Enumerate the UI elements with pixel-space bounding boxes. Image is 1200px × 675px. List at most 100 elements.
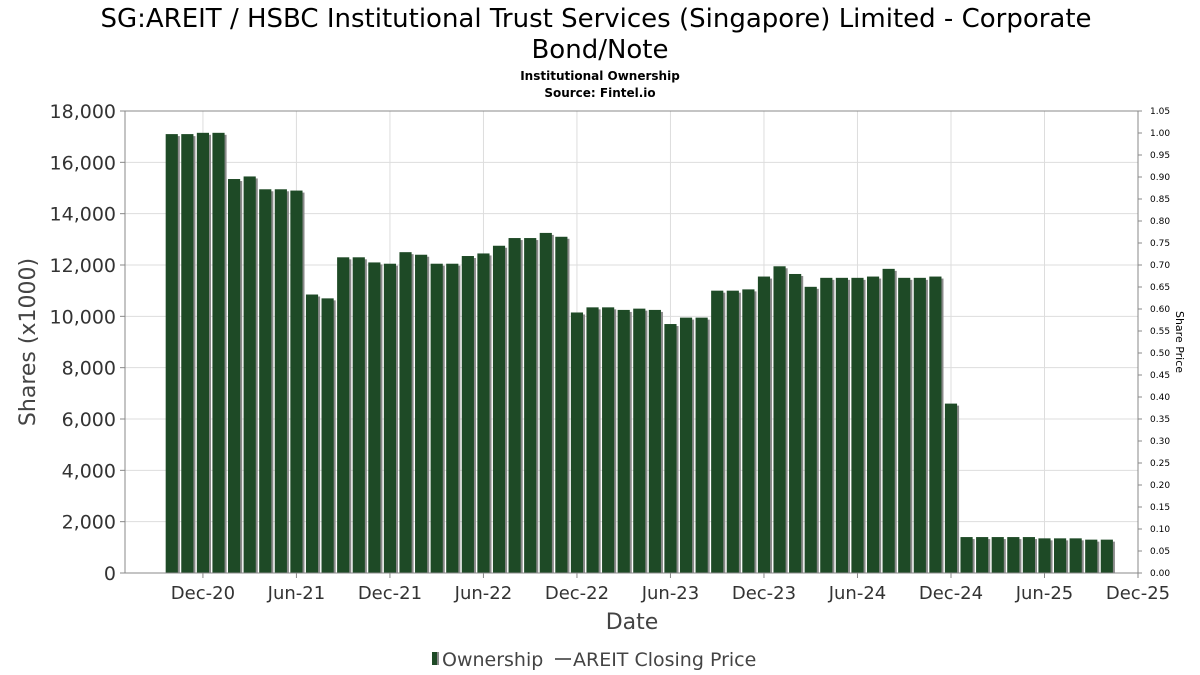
y-tick-label: 0 xyxy=(104,563,116,585)
ownership-bar xyxy=(602,307,615,573)
plot-frame xyxy=(124,110,1139,574)
ownership-bar xyxy=(259,189,272,574)
ownership-bar xyxy=(913,277,926,573)
y2-tick-label: 0.80 xyxy=(1150,217,1170,227)
y-tick-label: 6,000 xyxy=(62,409,116,431)
ownership-bar xyxy=(274,189,287,574)
y2-axis-ticks: 0.00 0.05 0.10 0.15 0.20 0.25 0.30 0.35 0.40 0.45… xyxy=(1138,107,1170,579)
x-tick-label: Dec-25 xyxy=(1106,583,1170,604)
ownership-bar xyxy=(804,286,817,573)
ownership-bar xyxy=(851,277,864,573)
chart-source: Source: Fintel.io xyxy=(544,86,655,100)
y2-tick-label: 0.30 xyxy=(1150,437,1170,447)
x-tick-label: Jun-23 xyxy=(641,583,700,604)
x-axis-label: Date xyxy=(606,610,659,635)
ownership-bar xyxy=(898,277,911,573)
ownership-bar xyxy=(882,268,895,573)
y2-tick-label: 0.90 xyxy=(1150,173,1170,183)
y2-tick-label: 0.05 xyxy=(1150,547,1170,557)
x-tick-label: Jun-24 xyxy=(828,583,887,604)
y2-tick-label: 0.95 xyxy=(1150,151,1170,161)
y2-tick-label: 0.20 xyxy=(1150,481,1170,491)
y-tick-label: 18,000 xyxy=(50,101,116,123)
ownership-bars xyxy=(165,132,1115,574)
y-tick-label: 12,000 xyxy=(50,255,116,277)
y-tick-label: 8,000 xyxy=(62,358,116,380)
ownership-bar xyxy=(1053,538,1067,573)
chart-subtitle: Institutional Ownership xyxy=(520,69,680,83)
y2-tick-label: 0.65 xyxy=(1150,283,1170,293)
ownership-bar xyxy=(1007,537,1020,573)
x-tick-label: Jun-21 xyxy=(267,583,326,604)
ownership-bar xyxy=(368,262,381,573)
ownership-bar xyxy=(524,238,537,574)
ownership-bar xyxy=(321,298,334,573)
ownership-bar xyxy=(555,236,568,573)
ownership-bar xyxy=(337,257,350,573)
ownership-bar xyxy=(726,290,739,573)
legend-ownership-swatch-shadow xyxy=(437,652,439,665)
y2-tick-label: 0.55 xyxy=(1150,327,1170,337)
x-tick-label: Jun-22 xyxy=(454,583,513,604)
ownership-bar xyxy=(196,132,210,574)
y2-tick-label: 0.85 xyxy=(1150,195,1170,205)
legend-price-label: AREIT Closing Price xyxy=(573,649,756,671)
ownership-bar xyxy=(212,132,225,574)
y2-axis-label: Share Price xyxy=(1173,311,1186,373)
ownership-bar xyxy=(1022,537,1035,573)
ownership-bar xyxy=(477,253,490,573)
y2-tick-label: 0.25 xyxy=(1150,459,1170,469)
ownership-bar xyxy=(1069,538,1082,573)
ownership-bar xyxy=(1100,539,1113,573)
chart-title-line-1: SG:AREIT / HSBC Institutional Trust Serv… xyxy=(100,4,1091,34)
ownership-bar xyxy=(165,134,178,573)
ownership-bar xyxy=(633,308,646,573)
ownership-bar xyxy=(415,254,428,573)
ownership-bar xyxy=(243,176,256,573)
legend-ownership-label: Ownership xyxy=(442,649,543,671)
y-axis-ticks: 0 2,000 4,000 6,000 8,000 10,000 12,000 14,000 1… xyxy=(50,101,125,585)
y2-tick-label: 1.00 xyxy=(1150,129,1170,139)
ownership-bar xyxy=(711,290,724,573)
ownership-bar xyxy=(181,134,194,573)
y-tick-label: 4,000 xyxy=(62,460,116,482)
ownership-bar xyxy=(773,266,786,573)
x-axis-ticks: Dec-20 Jun-21 Dec-21 Jun-22 Dec-22 Jun-23 Dec-… xyxy=(171,573,1170,604)
ownership-bar xyxy=(539,232,552,573)
x-tick-label: Jun-25 xyxy=(1015,583,1074,604)
ownership-bar xyxy=(991,537,1004,573)
ownership-bar xyxy=(305,294,319,573)
legend: Ownership AREIT Closing Price xyxy=(432,649,756,671)
chart-title-line-2: Bond/Note xyxy=(531,35,668,65)
ownership-bar xyxy=(648,309,661,573)
ownership-bar xyxy=(944,403,958,573)
y2-tick-label: 0.75 xyxy=(1150,239,1170,249)
ownership-bar xyxy=(508,238,521,574)
ownership-bar xyxy=(228,179,241,573)
y2-tick-label: 0.10 xyxy=(1150,525,1170,535)
ownership-bar xyxy=(430,263,443,573)
ownership-bar xyxy=(835,277,848,573)
ownership-bar xyxy=(976,537,989,573)
x-tick-label: Dec-24 xyxy=(919,583,983,604)
y-tick-label: 16,000 xyxy=(50,152,116,174)
y2-tick-label: 0.50 xyxy=(1150,349,1170,359)
ownership-bar xyxy=(1085,539,1098,573)
ownership-bar xyxy=(866,276,880,573)
legend-ownership-swatch xyxy=(432,652,437,665)
ownership-bar xyxy=(742,289,755,573)
y-tick-label: 10,000 xyxy=(50,306,116,328)
ownership-bar xyxy=(399,252,412,573)
y2-tick-label: 0.45 xyxy=(1150,371,1170,381)
y2-tick-label: 0.15 xyxy=(1150,503,1170,513)
ownership-bar xyxy=(757,276,771,573)
y2-tick-label: 0.00 xyxy=(1150,569,1170,579)
y-axis-label: Shares (x1000) xyxy=(16,258,41,426)
ownership-bar xyxy=(383,263,397,573)
ownership-bar xyxy=(586,307,599,573)
y-tick-label: 14,000 xyxy=(50,204,116,226)
ownership-bar xyxy=(789,273,802,573)
ownership-bar xyxy=(695,317,708,573)
x-tick-label: Dec-23 xyxy=(732,583,796,604)
